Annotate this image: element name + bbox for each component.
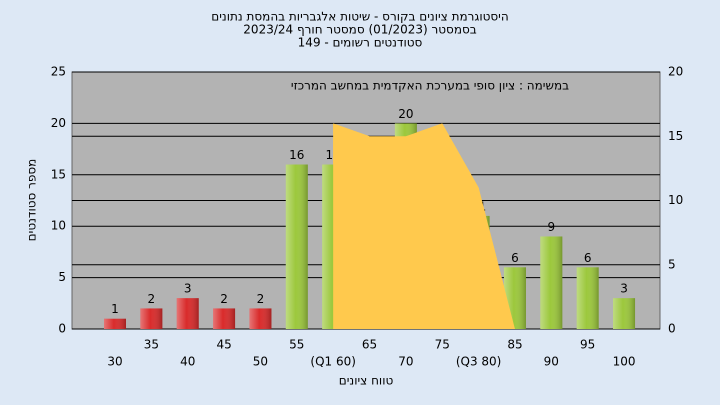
y-tick-label: 5 (58, 270, 66, 284)
x-tick-label: 40 (180, 355, 195, 369)
value-label: 3 (620, 282, 628, 296)
bar-shade (249, 308, 272, 329)
value-label: 3 (184, 282, 192, 296)
bar-shade (613, 298, 636, 329)
x-tick-label: 90 (544, 355, 559, 369)
x-tick-label: 70 (398, 355, 413, 369)
chart-title: היסטוגרמת ציונים בקורס - שיטות אלגבריות … (211, 10, 508, 24)
y-tick-label: 15 (51, 167, 66, 181)
bar-shade (576, 267, 599, 329)
x-tick-label: 85 (507, 338, 522, 352)
y-tick-label: 20 (51, 116, 66, 130)
bar-shade (285, 164, 308, 329)
x-tick-label: (Q1 60) (310, 355, 356, 369)
area (333, 123, 515, 330)
y-tick-label: 0 (58, 322, 66, 336)
bar-shade (104, 318, 126, 329)
y2-tick-label: 15 (668, 129, 683, 143)
chart-title: בסמסטר (01/2023) סמסטר חורף 2023/24 (243, 23, 476, 37)
x-tick-label: 65 (362, 338, 377, 352)
x-tick-label: 100 (613, 355, 636, 369)
value-label: 6 (511, 251, 519, 265)
chart-title: סטודנטים רשומים - 149 (298, 36, 423, 50)
y2-tick-label: 0 (668, 322, 676, 336)
value-label: 9 (547, 220, 555, 234)
x-axis-label: טווח ציונים (339, 374, 394, 388)
bar-shade (176, 298, 199, 329)
value-label: 20 (398, 107, 413, 121)
value-label: 2 (220, 292, 228, 306)
value-label: 6 (584, 251, 592, 265)
bar-shade (540, 236, 563, 329)
value-label: 2 (148, 292, 156, 306)
value-label: 16 (289, 148, 304, 162)
y2-tick-label: 10 (668, 193, 683, 207)
x-tick-label: 35 (144, 338, 159, 352)
y-tick-label: 10 (51, 219, 66, 233)
y-axis-label: מספר סטודנטים (25, 159, 39, 242)
value-label: 2 (257, 292, 265, 306)
x-tick-label: 45 (216, 338, 231, 352)
annotation: במשימה : ציון סופי במערכת האקדמית במחשב … (291, 79, 569, 93)
x-tick-label: 95 (580, 338, 595, 352)
y2-tick-label: 5 (668, 257, 676, 271)
x-tick-label: 30 (107, 355, 122, 369)
x-tick-label: 50 (253, 355, 268, 369)
x-tick-label: 55 (289, 338, 304, 352)
x-tick-label: 75 (435, 338, 450, 352)
bar-shade (213, 308, 236, 329)
y2-tick-label: 20 (668, 65, 683, 79)
x-tick-label: (Q3 80) (456, 355, 502, 369)
y-tick-label: 25 (51, 65, 66, 79)
value-label: 1 (111, 302, 119, 316)
bar-shade (140, 308, 163, 329)
